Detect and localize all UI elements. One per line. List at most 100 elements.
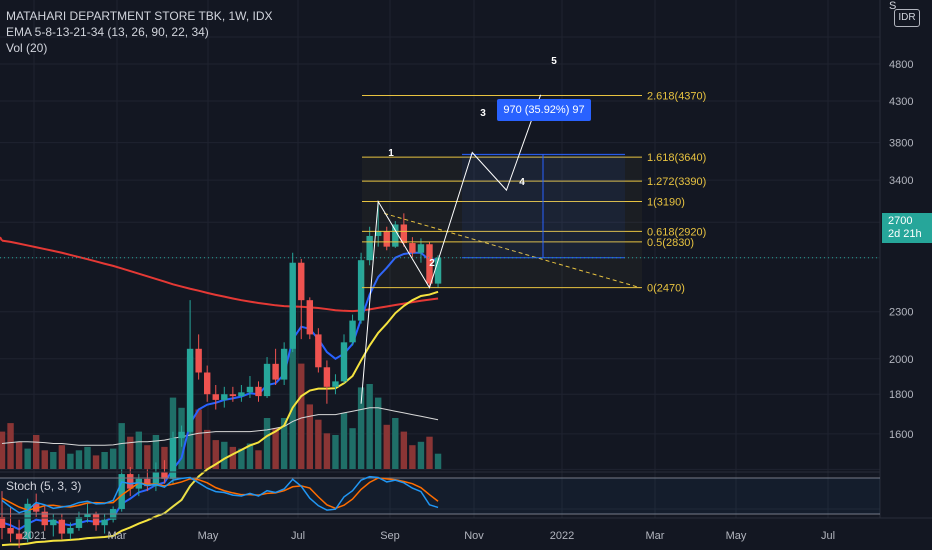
price-tick-label: 4800 [889, 59, 913, 71]
candle [280, 342, 288, 386]
candle-body [400, 224, 408, 244]
candle [289, 252, 296, 353]
candle-body [306, 300, 313, 335]
volume-bar [349, 428, 356, 469]
volume-bar [195, 409, 202, 469]
candle [332, 374, 339, 395]
volume-bar [255, 450, 262, 469]
candle [15, 519, 23, 549]
volume-bar [332, 435, 339, 469]
candle-body [221, 394, 228, 400]
volume-bar [272, 428, 279, 469]
volume-bar [50, 452, 57, 469]
candle [118, 469, 125, 512]
time-tick-label: Mar [646, 530, 665, 542]
volume-bar [409, 445, 416, 469]
candle-body [298, 262, 305, 301]
candle [169, 431, 177, 484]
candle-body [434, 257, 442, 284]
volume-bar [375, 397, 382, 469]
fib-level-label: 2.618(4370) [647, 91, 706, 103]
price-tick-label: 1600 [889, 429, 913, 441]
fib-level-label: 0(2470) [647, 283, 685, 295]
candle [75, 511, 83, 531]
last-price-tag: 2700 2d 21h [882, 213, 932, 243]
time-tick-label: Jul [821, 530, 835, 542]
candle [298, 258, 305, 340]
volume-ma-line [1, 407, 439, 446]
currency-badge[interactable]: IDR [894, 9, 920, 27]
volume-bar [434, 453, 442, 469]
volume-bar [24, 448, 31, 469]
candle-body [323, 367, 331, 387]
volume-bar [84, 446, 91, 469]
candle-body [315, 334, 322, 368]
candle [349, 314, 356, 346]
candle-body [178, 431, 185, 439]
candle-body [101, 519, 108, 526]
stoch-legend[interactable]: Stoch (5, 3, 3) [6, 479, 82, 493]
measure-label: 970 (35.92%) 97 [497, 99, 591, 121]
candle [357, 252, 365, 324]
candle [426, 241, 433, 288]
candle [186, 300, 194, 434]
volume-bar [229, 446, 237, 469]
fib-level-label: 1.618(3640) [647, 152, 706, 164]
candle [383, 226, 390, 251]
candle-body [135, 478, 142, 489]
candle-body [50, 519, 57, 526]
candles [0, 201, 442, 549]
time-tick-label: Jul [291, 530, 305, 542]
price-axis: 480043003800340030002300200018001600 [879, 0, 913, 518]
volume-bar [33, 435, 40, 469]
price-tick-label: 4300 [889, 96, 913, 108]
fib-level-label: 1(3190) [647, 197, 685, 209]
candle-body [357, 260, 365, 321]
fib-zone [362, 157, 642, 288]
symbol-title[interactable]: MATAHARI DEPARTMENT STORE TBK, 1W, IDX [6, 9, 273, 23]
time-tick-label: 2022 [550, 530, 574, 542]
candle-body [255, 386, 262, 397]
time-tick-label: May [198, 530, 219, 542]
candle [152, 462, 160, 492]
grid-lines [0, 0, 880, 518]
candle [315, 328, 322, 373]
elliott-wave-path [360, 94, 542, 404]
volume-bar [298, 363, 305, 469]
candle-body [24, 503, 31, 540]
candle [24, 498, 31, 543]
candle [366, 226, 373, 266]
candle-body [340, 342, 348, 382]
volume-bar [280, 418, 288, 469]
candle [144, 469, 151, 492]
volume-bar [204, 429, 211, 469]
volume-bar [161, 446, 168, 469]
candle [212, 385, 219, 410]
price-tick-label: 3800 [889, 138, 913, 150]
volume-bar [212, 440, 219, 469]
volume-bar [221, 441, 228, 469]
ema-legend[interactable]: EMA 5-8-13-21-34 (13, 26, 90, 22, 34) [6, 25, 209, 39]
fib-level-label: 0.5(2830) [647, 237, 694, 249]
fib-level-label: 1.272(3390) [647, 176, 706, 188]
candle-body [127, 474, 134, 489]
candle [246, 376, 254, 398]
candle [392, 221, 399, 248]
dashed-trendline [384, 212, 641, 289]
stochastic-pane [0, 471, 880, 515]
candle [84, 503, 91, 523]
candle-body [246, 386, 254, 393]
candle [178, 425, 185, 447]
candle-body [0, 517, 6, 528]
candle-body [204, 372, 211, 395]
volume-bar [118, 423, 125, 469]
candle [221, 386, 228, 408]
bar-countdown: 2d 21h [888, 228, 922, 240]
fib-extension: 2.618(4370) 1.618(3640) 1.272(3390) 1(3190)… [362, 91, 706, 295]
volume-bar [7, 423, 14, 469]
volume-bar [417, 441, 425, 469]
chart-legend: MATAHARI DEPARTMENT STORE TBK, 1W, IDX E… [6, 8, 273, 56]
volume-legend[interactable]: Vol (20) [6, 41, 48, 55]
candle-body [366, 235, 373, 261]
